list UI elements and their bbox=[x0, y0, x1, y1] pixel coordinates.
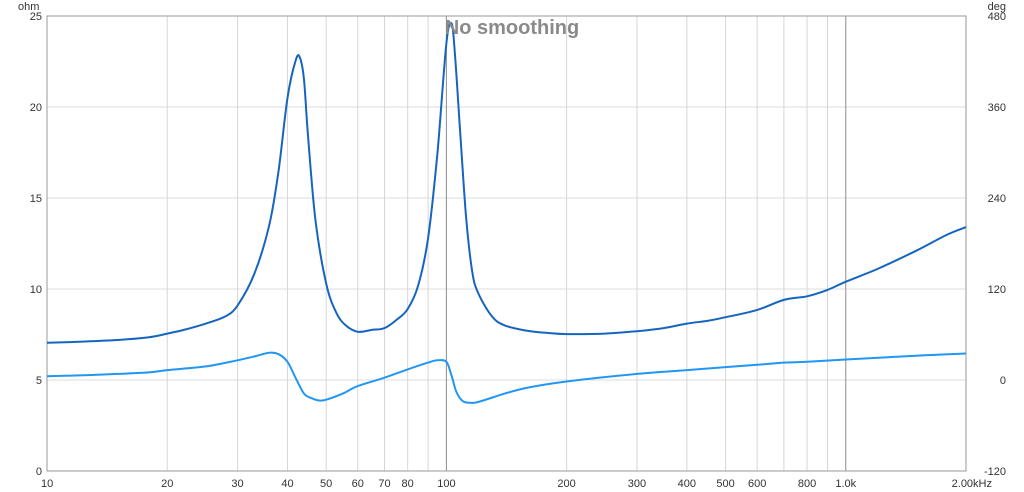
impedance-phase-line bbox=[46, 351, 967, 404]
x-tick-label: 40 bbox=[281, 478, 293, 490]
x-tick-label: 20 bbox=[161, 478, 173, 490]
x-tick-label: 2.00kHz bbox=[952, 478, 992, 490]
right-y-tick-label: -120 bbox=[984, 466, 1006, 478]
right-y-tick-label: 480 bbox=[988, 11, 1006, 23]
left-axis-unit: ohm bbox=[18, 1, 39, 13]
left-y-tick-label: 10 bbox=[30, 284, 42, 296]
left-y-tick-label: 0 bbox=[36, 466, 42, 478]
left-y-tick-label: 25 bbox=[30, 11, 42, 23]
x-tick-label: 10 bbox=[41, 478, 53, 490]
right-axis-unit: deg bbox=[988, 1, 1006, 13]
plot-area-frame bbox=[46, 15, 967, 472]
tick-labels: 10 20 30 40 50 60 70 80 100 200 300 400 500 600 800 1.0… bbox=[30, 11, 1006, 490]
chart-title: No smoothing bbox=[445, 17, 579, 39]
impedance-magnitude-line bbox=[46, 21, 967, 344]
x-tick-label: 30 bbox=[231, 478, 243, 490]
x-tick-label: 400 bbox=[678, 478, 696, 490]
right-y-tick-label: 0 bbox=[1000, 375, 1006, 387]
x-tick-label: 60 bbox=[352, 478, 364, 490]
right-y-tick-label: 360 bbox=[988, 102, 1006, 114]
x-tick-label: 200 bbox=[557, 478, 575, 490]
left-y-tick-label: 20 bbox=[30, 102, 42, 114]
left-y-tick-label: 15 bbox=[30, 193, 42, 205]
x-tick-label: 50 bbox=[320, 478, 332, 490]
x-tick-label: 500 bbox=[716, 478, 734, 490]
series-layer bbox=[46, 21, 967, 404]
x-tick-label: 1.0k bbox=[835, 478, 856, 490]
x-tick-label: 600 bbox=[748, 478, 766, 490]
x-tick-label: 100 bbox=[437, 478, 455, 490]
x-tick-label: 80 bbox=[402, 478, 414, 490]
x-tick-label: 300 bbox=[628, 478, 646, 490]
right-y-tick-label: 120 bbox=[988, 284, 1006, 296]
grid-lines bbox=[46, 15, 967, 472]
x-tick-label: 70 bbox=[378, 478, 390, 490]
left-y-tick-label: 5 bbox=[36, 375, 42, 387]
right-y-tick-label: 240 bbox=[988, 193, 1006, 205]
x-tick-label: 800 bbox=[798, 478, 816, 490]
